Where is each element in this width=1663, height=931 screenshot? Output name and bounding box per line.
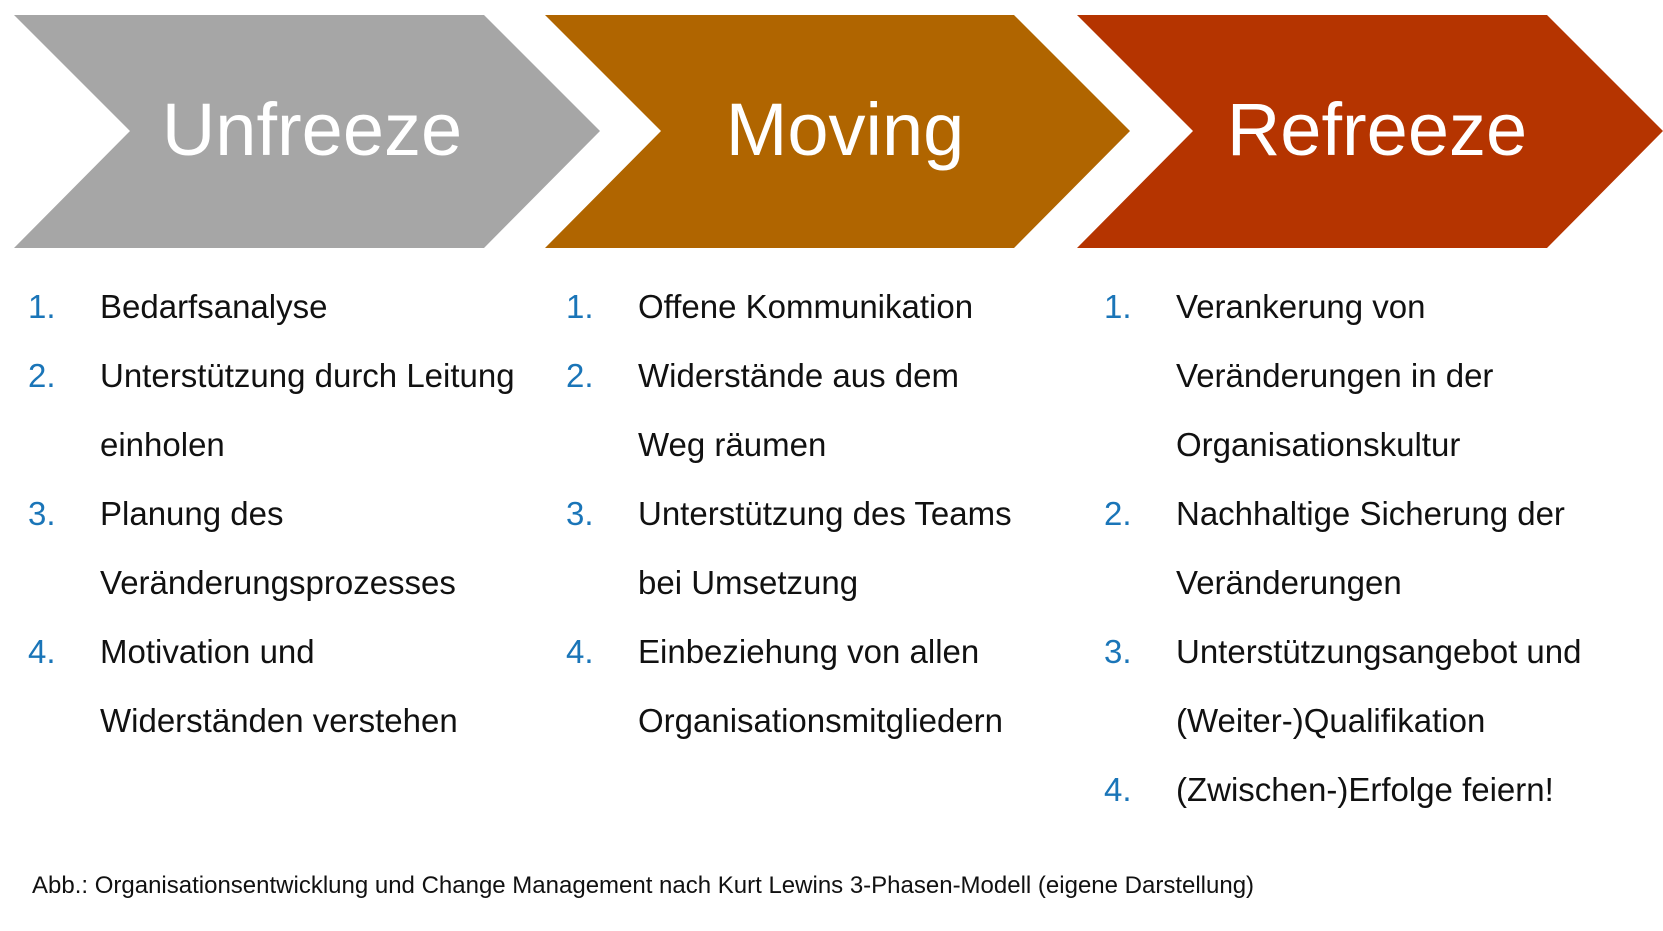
- step-text: Verankerung von Veränderungen in der Organ…: [1176, 272, 1663, 479]
- step-number: 4.: [28, 633, 56, 670]
- step-number: 2.: [1104, 495, 1132, 532]
- step-text-line: Widerstände aus dem: [638, 357, 959, 394]
- step-text-line: Einbeziehung von allen: [638, 633, 980, 670]
- step-text-line: Organisationsmitgliedern: [638, 702, 1004, 739]
- moving-step-4: 4. Einbeziehung von allen Organisationsmit…: [566, 617, 1066, 755]
- step-text-line: bei Umsetzung: [638, 564, 859, 601]
- chevron-refreeze: Refreeze: [1077, 15, 1663, 248]
- step-text-line: Veränderungsprozesses: [100, 564, 456, 601]
- step-text-line: Veränderungen in der: [1176, 357, 1494, 394]
- step-text-line: Motivation und: [100, 633, 315, 670]
- step-text: Nachhaltige Sicherung der Veränderungen: [1176, 479, 1663, 617]
- step-text-line: Unterstützung durch Leitung: [100, 357, 515, 394]
- chevron-shape-moving: [545, 15, 1130, 248]
- step-number: 1.: [1104, 288, 1132, 325]
- refreeze-step-2: 2. Nachhaltige Sicherung der Veränderungen: [1104, 479, 1663, 617]
- step-text-line: Nachhaltige Sicherung der: [1176, 495, 1565, 532]
- step-text: Offene Kommunikation: [638, 272, 1066, 341]
- step-text: Unterstützungsangebot und (Weiter-)Qualif…: [1176, 617, 1663, 755]
- step-number: 3.: [28, 495, 56, 532]
- step-number: 1.: [28, 288, 56, 325]
- step-text-line: Bedarfsanalyse: [100, 288, 328, 325]
- step-text-line: Widerständen verstehen: [100, 702, 458, 739]
- step-text: Motivation und Widerständen verstehen: [100, 617, 568, 755]
- chevron-shape-refreeze: [1077, 15, 1663, 248]
- step-text: Planung des Veränderungsprozesses: [100, 479, 568, 617]
- chevron-title-moving: Moving: [726, 88, 965, 171]
- unfreeze-steps-list: 1. Bedarfsanalyse 2. Unterstützung durch Le…: [28, 272, 568, 755]
- step-text-line: einholen: [100, 426, 225, 463]
- unfreeze-step-3: 3. Planung des Veränderungsprozesses: [28, 479, 568, 617]
- step-text-line: Unterstützungsangebot und: [1176, 633, 1582, 670]
- unfreeze-step-2: 2. Unterstützung durch Leitung einholen: [28, 341, 568, 479]
- step-text-line: (Weiter-)Qualifikation: [1176, 702, 1486, 739]
- step-text: Einbeziehung von allen Organisationsmitgl…: [638, 617, 1066, 755]
- step-text: Unterstützung durch Leitung einholen: [100, 341, 568, 479]
- step-number: 3.: [566, 495, 594, 532]
- unfreeze-step-4: 4. Motivation und Widerständen verstehen: [28, 617, 568, 755]
- step-text-line: (Zwischen-)Erfolge feiern!: [1176, 771, 1554, 808]
- chevron-shape-unfreeze: [14, 15, 600, 248]
- moving-step-3: 3. Unterstützung des Teams bei Umsetzung: [566, 479, 1066, 617]
- unfreeze-step-1: 1. Bedarfsanalyse: [28, 272, 568, 341]
- figure-caption: Abb.: Organisationsentwicklung und Chang…: [32, 872, 1255, 899]
- step-text-line: Unterstützung des Teams: [638, 495, 1012, 532]
- refreeze-steps-list: 1. Verankerung von Veränderungen in der Org…: [1104, 272, 1663, 824]
- step-number: 1.: [566, 288, 594, 325]
- refreeze-step-4: 4. (Zwischen-)Erfolge feiern!: [1104, 755, 1663, 824]
- step-number: 4.: [1104, 771, 1132, 808]
- moving-step-2: 2. Widerstände aus dem Weg räumen: [566, 341, 1066, 479]
- step-text: Bedarfsanalyse: [100, 272, 568, 341]
- chevron-unfreeze: Unfreeze: [14, 15, 600, 248]
- step-text-line: Verankerung von: [1176, 288, 1426, 325]
- refreeze-step-1: 1. Verankerung von Veränderungen in der Org…: [1104, 272, 1663, 479]
- step-number: 4.: [566, 633, 594, 670]
- phase-chevrons: Unfreeze Moving Refreeze: [14, 15, 1663, 248]
- chevron-moving: Moving: [545, 15, 1130, 248]
- step-text-line: Veränderungen: [1176, 564, 1402, 601]
- refreeze-step-3: 3. Unterstützungsangebot und (Weiter-)Qual…: [1104, 617, 1663, 755]
- moving-step-1: 1. Offene Kommunikation: [566, 272, 1066, 341]
- step-text: (Zwischen-)Erfolge feiern!: [1176, 755, 1663, 824]
- chevron-title-unfreeze: Unfreeze: [162, 88, 462, 171]
- step-text-line: Offene Kommunikation: [638, 288, 974, 325]
- step-text: Widerstände aus dem Weg räumen: [638, 341, 1066, 479]
- step-text: Unterstützung des Teams bei Umsetzung: [638, 479, 1066, 617]
- moving-steps-list: 1. Offene Kommunikation 2. Widerstände aus …: [566, 272, 1066, 755]
- step-text-line: Planung des: [100, 495, 284, 532]
- step-text-line: Organisationskultur: [1176, 426, 1461, 463]
- step-text-line: Weg räumen: [638, 426, 827, 463]
- step-number: 3.: [1104, 633, 1132, 670]
- chevron-title-refreeze: Refreeze: [1227, 88, 1527, 171]
- step-number: 2.: [28, 357, 56, 394]
- step-number: 2.: [566, 357, 594, 394]
